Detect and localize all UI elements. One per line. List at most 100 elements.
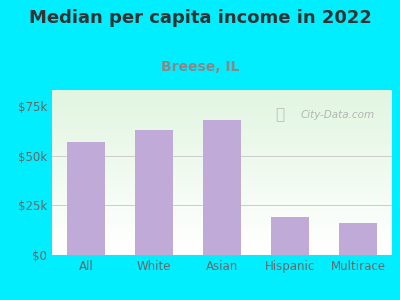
Bar bbox=[52, 177, 392, 179]
Bar bbox=[52, 235, 392, 237]
Bar bbox=[52, 140, 392, 141]
Bar bbox=[52, 146, 392, 148]
Bar bbox=[52, 225, 392, 227]
Bar bbox=[52, 212, 392, 214]
Bar bbox=[52, 217, 392, 219]
Bar bbox=[52, 118, 392, 120]
Bar bbox=[52, 158, 392, 159]
Bar bbox=[52, 130, 392, 131]
Bar bbox=[52, 141, 392, 143]
Bar bbox=[52, 220, 392, 222]
Bar bbox=[52, 247, 392, 248]
Bar bbox=[52, 149, 392, 151]
Bar bbox=[52, 199, 392, 200]
Bar bbox=[52, 209, 392, 211]
Bar bbox=[52, 123, 392, 124]
Bar bbox=[52, 200, 392, 202]
Bar bbox=[135, 130, 173, 255]
Bar bbox=[52, 90, 392, 92]
Bar bbox=[52, 176, 392, 177]
Bar bbox=[52, 229, 392, 230]
Bar bbox=[52, 179, 392, 181]
Bar bbox=[52, 124, 392, 126]
Bar bbox=[52, 250, 392, 252]
Bar bbox=[52, 192, 392, 194]
Text: City-Data.com: City-Data.com bbox=[300, 110, 374, 120]
Bar bbox=[52, 126, 392, 128]
Bar bbox=[52, 181, 392, 182]
Bar bbox=[67, 142, 105, 255]
Bar bbox=[52, 120, 392, 121]
Bar bbox=[52, 103, 392, 105]
Bar bbox=[52, 232, 392, 233]
Bar bbox=[52, 98, 392, 100]
Bar bbox=[52, 108, 392, 110]
Bar bbox=[52, 204, 392, 206]
Bar bbox=[52, 166, 392, 167]
Bar bbox=[52, 237, 392, 238]
Bar bbox=[52, 196, 392, 197]
Bar bbox=[52, 105, 392, 106]
Bar bbox=[52, 133, 392, 134]
Bar bbox=[52, 194, 392, 196]
Bar bbox=[52, 134, 392, 136]
Bar bbox=[52, 143, 392, 144]
Bar bbox=[52, 159, 392, 161]
Bar bbox=[52, 169, 392, 171]
Bar bbox=[52, 100, 392, 101]
Bar bbox=[52, 233, 392, 235]
Bar bbox=[52, 153, 392, 154]
Bar bbox=[52, 163, 392, 164]
Bar bbox=[52, 174, 392, 176]
Bar bbox=[52, 167, 392, 169]
Bar bbox=[52, 164, 392, 166]
Bar bbox=[52, 110, 392, 111]
Bar bbox=[52, 131, 392, 133]
Bar bbox=[52, 111, 392, 113]
Bar bbox=[52, 144, 392, 146]
Bar bbox=[52, 184, 392, 186]
Bar bbox=[52, 97, 392, 98]
Bar bbox=[52, 189, 392, 191]
Bar bbox=[52, 172, 392, 174]
Bar bbox=[52, 95, 392, 97]
Bar bbox=[271, 217, 309, 255]
Bar bbox=[52, 113, 392, 115]
Bar bbox=[52, 252, 392, 253]
Bar bbox=[52, 187, 392, 189]
Bar bbox=[52, 128, 392, 130]
Bar bbox=[52, 244, 392, 245]
Bar bbox=[52, 92, 392, 93]
Bar bbox=[52, 211, 392, 212]
Text: Breese, IL: Breese, IL bbox=[161, 60, 239, 74]
Bar bbox=[52, 154, 392, 156]
Bar bbox=[52, 106, 392, 108]
Bar bbox=[52, 214, 392, 215]
Bar bbox=[52, 191, 392, 192]
Bar bbox=[52, 197, 392, 199]
Bar bbox=[52, 242, 392, 244]
Bar bbox=[52, 227, 392, 229]
Bar bbox=[52, 224, 392, 225]
Bar bbox=[52, 161, 392, 163]
Bar bbox=[52, 182, 392, 184]
Bar bbox=[203, 120, 241, 255]
Bar bbox=[339, 223, 377, 255]
Bar bbox=[52, 248, 392, 250]
Bar bbox=[52, 219, 392, 220]
Bar bbox=[52, 240, 392, 242]
Bar bbox=[52, 148, 392, 149]
Bar bbox=[52, 115, 392, 116]
Bar bbox=[52, 101, 392, 103]
Bar bbox=[52, 116, 392, 118]
Bar bbox=[52, 138, 392, 140]
Text: Median per capita income in 2022: Median per capita income in 2022 bbox=[28, 9, 372, 27]
Bar bbox=[52, 206, 392, 207]
Bar bbox=[52, 215, 392, 217]
Bar bbox=[52, 230, 392, 232]
Bar bbox=[52, 238, 392, 240]
Bar bbox=[52, 186, 392, 187]
Bar bbox=[52, 253, 392, 255]
Bar bbox=[52, 151, 392, 153]
Bar bbox=[52, 156, 392, 158]
